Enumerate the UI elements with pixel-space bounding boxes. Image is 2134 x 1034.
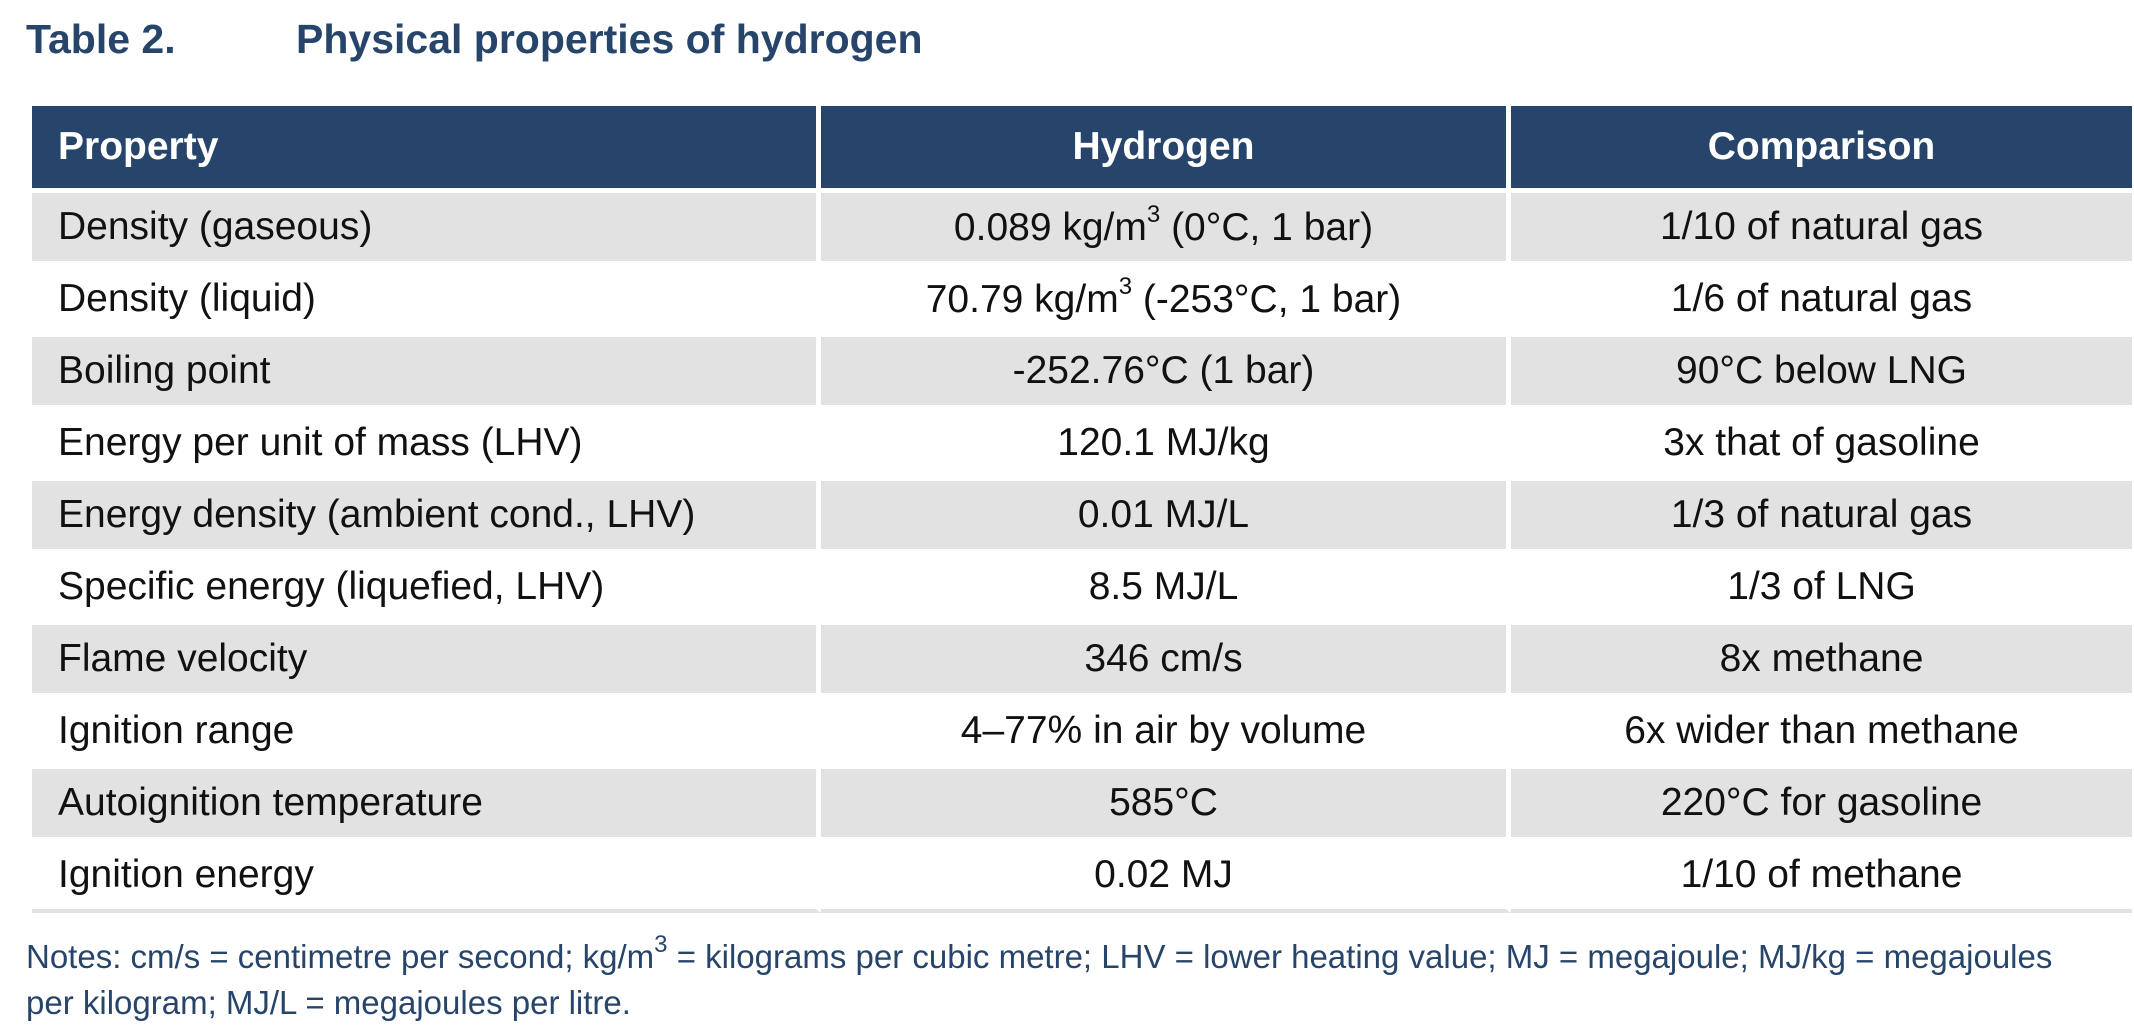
header-comparison: Comparison <box>1511 106 2132 193</box>
table-title: Table 2. Physical properties of hydrogen <box>26 14 923 64</box>
table-row: Boiling point -252.76°C (1 bar) 90°C bel… <box>32 337 2132 409</box>
cell-hydrogen: 120.1 MJ/kg <box>821 409 1511 481</box>
table-row: Energy per unit of mass (LHV) 120.1 MJ/k… <box>32 409 2132 481</box>
header-hydrogen: Hydrogen <box>821 106 1511 193</box>
cell-comparison: 1/3 of natural gas <box>1511 481 2132 553</box>
cell-property: Specific energy (liquefied, LHV) <box>32 553 821 625</box>
table-number: Table 2. <box>26 15 176 62</box>
cell-comparison: 1/6 of natural gas <box>1511 265 2132 337</box>
cell-comparison: 3x that of gasoline <box>1511 409 2132 481</box>
table-row: Energy density (ambient cond., LHV) 0.01… <box>32 481 2132 553</box>
cell-comparison: 1/10 of natural gas <box>1511 193 2132 265</box>
table-row: Ignition energy 0.02 MJ 1/10 of methane <box>32 841 2132 913</box>
table-row: Ignition range 4–77% in air by volume 6x… <box>32 697 2132 769</box>
header-row: Property Hydrogen Comparison <box>32 106 2132 193</box>
table-row: Flame velocity 346 cm/s 8x methane <box>32 625 2132 697</box>
cell-property: Autoignition temperature <box>32 769 821 841</box>
cell-property: Flame velocity <box>32 625 821 697</box>
cell-hydrogen: -252.76°C (1 bar) <box>821 337 1511 409</box>
cell-comparison: 1/10 of methane <box>1511 841 2132 913</box>
cell-hydrogen: 0.01 MJ/L <box>821 481 1511 553</box>
cell-hydrogen: 585°C <box>821 769 1511 841</box>
cell-comparison: 6x wider than methane <box>1511 697 2132 769</box>
header-property: Property <box>32 106 821 193</box>
cell-comparison: 90°C below LNG <box>1511 337 2132 409</box>
table-row: Density (gaseous) 0.089 kg/m3 (0°C, 1 ba… <box>32 193 2132 265</box>
cell-property: Energy per unit of mass (LHV) <box>32 409 821 481</box>
cell-comparison: 220°C for gasoline <box>1511 769 2132 841</box>
cell-property: Ignition energy <box>32 841 821 913</box>
table-row: Density (liquid) 70.79 kg/m3 (-253°C, 1 … <box>32 265 2132 337</box>
cell-property: Density (gaseous) <box>32 193 821 265</box>
cell-property: Ignition range <box>32 697 821 769</box>
properties-table: Property Hydrogen Comparison Density (ga… <box>32 106 2132 913</box>
cell-property: Boiling point <box>32 337 821 409</box>
cell-hydrogen: 0.089 kg/m3 (0°C, 1 bar) <box>821 193 1511 265</box>
cell-hydrogen: 8.5 MJ/L <box>821 553 1511 625</box>
cell-hydrogen: 346 cm/s <box>821 625 1511 697</box>
cell-hydrogen: 4–77% in air by volume <box>821 697 1511 769</box>
cell-hydrogen: 70.79 kg/m3 (-253°C, 1 bar) <box>821 265 1511 337</box>
table-caption: Physical properties of hydrogen <box>296 15 923 62</box>
table-row: Specific energy (liquefied, LHV) 8.5 MJ/… <box>32 553 2132 625</box>
cell-hydrogen: 0.02 MJ <box>821 841 1511 913</box>
table-notes: Notes: cm/s = centimetre per second; kg/… <box>26 931 2053 1021</box>
table-row: Autoignition temperature 585°C 220°C for… <box>32 769 2132 841</box>
cell-property: Density (liquid) <box>32 265 821 337</box>
cell-comparison: 1/3 of LNG <box>1511 553 2132 625</box>
cell-comparison: 8x methane <box>1511 625 2132 697</box>
cell-property: Energy density (ambient cond., LHV) <box>32 481 821 553</box>
